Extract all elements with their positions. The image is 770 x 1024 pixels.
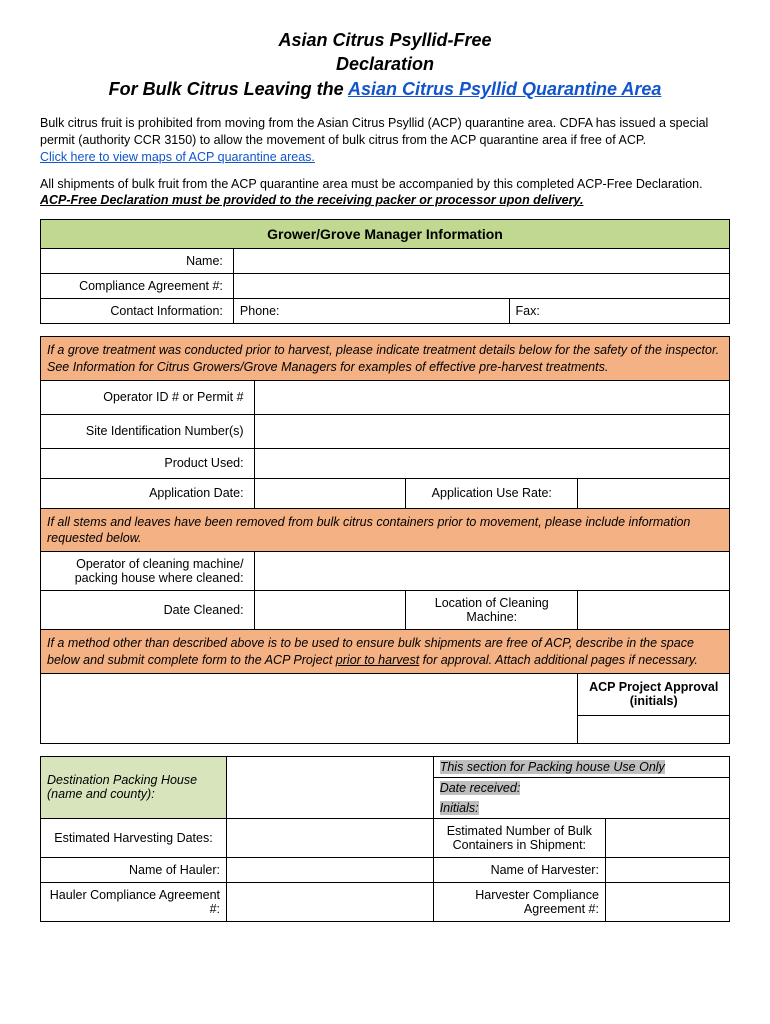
hauler-label: Name of Hauler:	[41, 857, 227, 882]
product-label: Product Used:	[41, 448, 255, 478]
approval-initials-field[interactable]	[578, 715, 730, 743]
app-rate-field[interactable]	[578, 478, 730, 508]
grower-table: Grower/Grove Manager Information Name: C…	[40, 219, 730, 324]
quarantine-area-link[interactable]: Asian Citrus Psyllid Quarantine Area	[348, 79, 661, 99]
site-id-field[interactable]	[254, 414, 729, 448]
phone-field[interactable]: Phone:	[233, 299, 509, 324]
packing-use-only: This section for Packing house Use Only	[440, 760, 665, 774]
app-rate-label: Application Use Rate:	[406, 478, 578, 508]
date-received-label: Date received:	[440, 781, 521, 795]
destination-label: Destination Packing House (name and coun…	[41, 756, 227, 818]
site-id-label: Site Identification Number(s)	[41, 414, 255, 448]
date-cleaned-field[interactable]	[254, 591, 406, 630]
cleaning-note: If all stems and leaves have been remove…	[41, 508, 730, 552]
title-line-1: Asian Citrus Psyllid-Free	[40, 28, 730, 52]
harvester-label: Name of Harvester:	[433, 857, 605, 882]
app-date-label: Application Date:	[41, 478, 255, 508]
approval-header: ACP Project Approval (initials)	[578, 673, 730, 715]
other-method-note: If a method other than described above i…	[41, 630, 730, 674]
phone-label: Phone:	[240, 304, 280, 318]
compliance-label: Compliance Agreement #:	[41, 274, 234, 299]
containers-label: Estimated Number of Bulk Containers in S…	[433, 818, 605, 857]
date-received-cell[interactable]: Date received:	[433, 777, 729, 798]
fax-label: Fax:	[516, 304, 540, 318]
harvester-compliance-field[interactable]	[605, 882, 729, 921]
initials-label: Initials:	[440, 801, 479, 815]
packing-table: Destination Packing House (name and coun…	[40, 756, 730, 922]
destination-field[interactable]	[227, 756, 434, 818]
intro-paragraph-2: All shipments of bulk fruit from the ACP…	[40, 176, 730, 210]
harvest-dates-label: Estimated Harvesting Dates:	[41, 818, 227, 857]
hauler-compliance-label: Hauler Compliance Agreement #:	[41, 882, 227, 921]
intro-text-2a: All shipments of bulk fruit from the ACP…	[40, 177, 703, 191]
hauler-compliance-field[interactable]	[227, 882, 434, 921]
harvester-field[interactable]	[605, 857, 729, 882]
harvester-compliance-label: Harvester Compliance Agreement #:	[433, 882, 605, 921]
document-title: Asian Citrus Psyllid-Free Declaration Fo…	[40, 28, 730, 101]
initials-cell[interactable]: Initials:	[433, 798, 729, 819]
packing-use-only-cell: This section for Packing house Use Only	[433, 756, 729, 777]
other-method-field[interactable]	[41, 673, 578, 743]
hauler-field[interactable]	[227, 857, 434, 882]
cleaning-location-field[interactable]	[578, 591, 730, 630]
operator-id-field[interactable]	[254, 380, 729, 414]
app-date-field[interactable]	[254, 478, 406, 508]
harvest-dates-field[interactable]	[227, 818, 434, 857]
operator-id-label: Operator ID # or Permit #	[41, 380, 255, 414]
maps-link[interactable]: Click here to view maps of ACP quarantin…	[40, 150, 315, 164]
compliance-field[interactable]	[233, 274, 729, 299]
name-field[interactable]	[233, 249, 729, 274]
fax-field[interactable]: Fax:	[509, 299, 730, 324]
title-line-3: For Bulk Citrus Leaving the Asian Citrus…	[40, 77, 730, 101]
other-note-b: for approval. Attach additional pages if…	[419, 653, 698, 667]
other-note-ul: prior to harvest	[336, 653, 419, 667]
containers-field[interactable]	[605, 818, 729, 857]
treatment-table: If a grove treatment was conducted prior…	[40, 336, 730, 744]
cleaning-operator-field[interactable]	[254, 552, 729, 591]
intro-text-1: Bulk citrus fruit is prohibited from mov…	[40, 116, 708, 147]
name-label: Name:	[41, 249, 234, 274]
contact-label: Contact Information:	[41, 299, 234, 324]
treatment-note: If a grove treatment was conducted prior…	[41, 337, 730, 381]
grower-header: Grower/Grove Manager Information	[41, 220, 730, 249]
cleaning-operator-label: Operator of cleaning machine/ packing ho…	[41, 552, 255, 591]
intro-text-2b: ACP-Free Declaration must be provided to…	[40, 193, 583, 207]
product-field[interactable]	[254, 448, 729, 478]
cleaning-location-label: Location of Cleaning Machine:	[406, 591, 578, 630]
intro-paragraph-1: Bulk citrus fruit is prohibited from mov…	[40, 115, 730, 166]
title-prefix: For Bulk Citrus Leaving the	[109, 79, 348, 99]
title-line-2: Declaration	[40, 52, 730, 76]
date-cleaned-label: Date Cleaned:	[41, 591, 255, 630]
